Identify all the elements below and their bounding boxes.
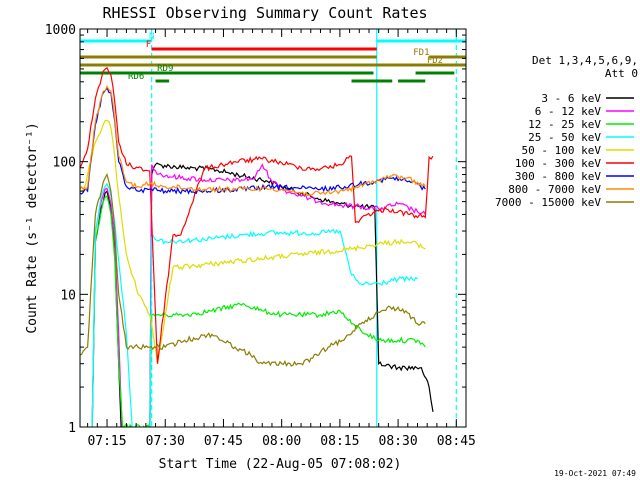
state-bar-fd2: FD2 bbox=[80, 56, 466, 67]
y-axis: 1 10 100 1000 bbox=[45, 23, 466, 436]
series-line-6-12-kev bbox=[91, 163, 426, 427]
state-bar-label-rd9: RD9 bbox=[157, 64, 173, 74]
state-bar-fd1: FD1 bbox=[80, 48, 466, 59]
legend-item-800-7000-kev: 800 - 7000 keV bbox=[508, 183, 634, 196]
x-tick-label: 08:00 bbox=[262, 434, 301, 449]
x-tick-label: 07:30 bbox=[146, 434, 185, 449]
legend-label: 7000 - 15000 keV bbox=[495, 196, 601, 209]
series-line-100-300-kev bbox=[80, 66, 434, 364]
y-tick-label: 1000 bbox=[45, 23, 76, 38]
y-axis-label: Count Rate (s⁻¹ detector⁻¹) bbox=[25, 122, 40, 333]
y-tick-label: 1 bbox=[68, 421, 76, 436]
state-bar-label-fd2: FD2 bbox=[427, 56, 443, 66]
legend-label: 300 - 800 keV bbox=[515, 170, 601, 183]
legend-label: 800 - 7000 keV bbox=[508, 183, 601, 196]
series-line-12-25-kev bbox=[91, 195, 426, 427]
x-tick-label: 08:15 bbox=[320, 434, 359, 449]
legend-label: 3 - 6 keV bbox=[541, 92, 601, 105]
legend-header-2: Att 0 bbox=[605, 67, 638, 80]
legend-item-3-6-kev: 3 - 6 keV bbox=[541, 92, 634, 105]
footer-timestamp: 19-Oct-2021 07:49 bbox=[554, 469, 636, 478]
x-axis-label: Start Time (22-Aug-05 07:08:02) bbox=[159, 457, 402, 472]
legend-item-100-300-kev: 100 - 300 keV bbox=[515, 157, 634, 170]
x-tick-label: 08:30 bbox=[379, 434, 418, 449]
series-line-7000-15000-kev bbox=[80, 172, 426, 367]
legend-label: 25 - 50 keV bbox=[528, 131, 601, 144]
series-line-25-50-kev bbox=[91, 182, 418, 427]
y-tick-label: 100 bbox=[53, 156, 76, 171]
legend-item-50-100-kev: 50 - 100 keV bbox=[522, 144, 634, 157]
legend-item-25-50-kev: 25 - 50 keV bbox=[528, 131, 634, 144]
x-tick-label: 08:45 bbox=[437, 434, 476, 449]
legend-label: 6 - 12 keV bbox=[535, 105, 602, 118]
legend-item-6-12-kev: 6 - 12 keV bbox=[535, 105, 634, 118]
series-line-50-100-kev bbox=[80, 119, 426, 364]
x-axis: 07:15 07:30 07:45 08:00 08:15 08:30 08:45 bbox=[87, 29, 476, 449]
state-bar-label-n: N bbox=[149, 32, 154, 42]
plot-frame bbox=[79, 28, 467, 428]
legend-header-1: Det 1,3,4,5,6,9, bbox=[532, 54, 638, 67]
state-bar-label-fd1: FD1 bbox=[413, 48, 429, 58]
state-bar-n: N bbox=[80, 32, 466, 43]
legend-label: 100 - 300 keV bbox=[515, 157, 601, 170]
series-line-300-800-kev bbox=[80, 86, 426, 195]
y-tick-label: 10 bbox=[60, 288, 76, 303]
series-line-800-7000-kev bbox=[80, 84, 426, 197]
state-bar-rd9: RD9 bbox=[80, 64, 455, 75]
state-bar-label-f: F bbox=[146, 40, 151, 50]
state-bar-label-rd6: RD6 bbox=[128, 72, 144, 82]
x-tick-label: 07:15 bbox=[87, 434, 126, 449]
legend-item-12-25-kev: 12 - 25 keV bbox=[528, 118, 634, 131]
legend-item-7000-15000-kev: 7000 - 15000 keV bbox=[495, 196, 634, 209]
chart-title: RHESSI Observing Summary Count Rates bbox=[102, 4, 427, 22]
legend-label: 12 - 25 keV bbox=[528, 118, 601, 131]
state-bar-rd6: RD6 bbox=[128, 72, 426, 83]
state-bar-f: F bbox=[146, 40, 377, 51]
series-line-3-6-kev bbox=[91, 162, 434, 427]
legend-item-300-800-kev: 300 - 800 keV bbox=[515, 170, 634, 183]
x-tick-label: 07:45 bbox=[204, 434, 243, 449]
legend-label: 50 - 100 keV bbox=[522, 144, 602, 157]
